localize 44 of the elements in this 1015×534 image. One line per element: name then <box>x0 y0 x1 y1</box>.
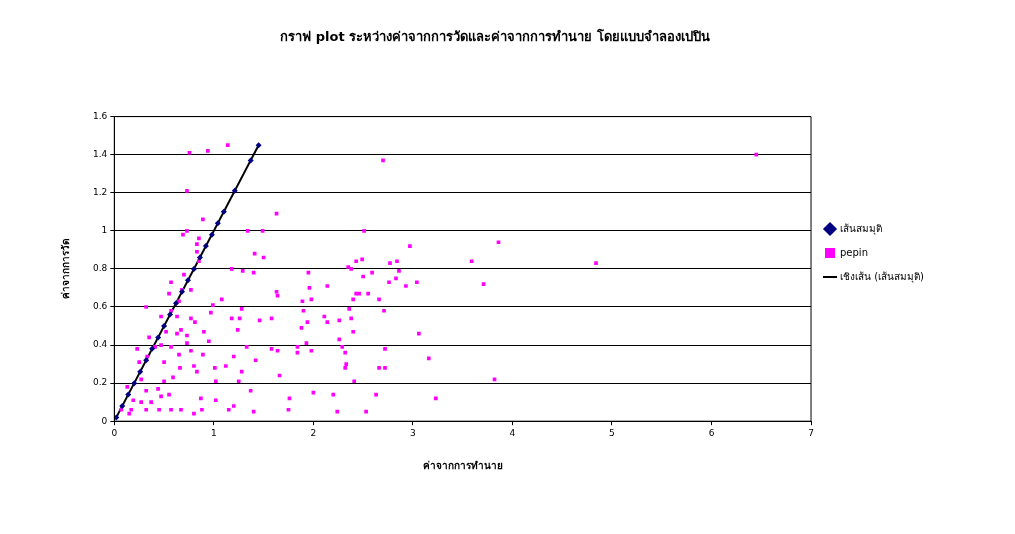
point <box>155 334 162 341</box>
y-tick-label: 1.2 <box>92 187 108 198</box>
point <box>184 277 191 284</box>
point <box>247 157 254 164</box>
legend-label: เชิงเส้น (เส้นสมมุติ) <box>840 270 925 283</box>
point <box>161 323 168 330</box>
point <box>190 265 197 272</box>
point <box>125 391 132 398</box>
x-tick-label: 3 <box>410 427 416 438</box>
point <box>173 300 180 307</box>
y-tick-label: 0.2 <box>92 377 108 388</box>
chart-title: กราฟ plot ระหว่างค่าจากการวัดและค่าจากการทำนาย โดยแบบจำลองเปปิน <box>280 28 710 45</box>
point <box>220 208 227 215</box>
point <box>131 380 138 387</box>
point <box>149 345 156 352</box>
point <box>196 254 203 261</box>
point <box>143 357 150 364</box>
point <box>202 243 209 250</box>
y-tick-label: 0.8 <box>92 263 108 274</box>
y-tick-label: 1.6 <box>92 110 108 121</box>
point <box>167 311 174 318</box>
point <box>114 414 120 421</box>
y-tick-label: 0 <box>101 415 108 426</box>
point <box>231 187 238 194</box>
y-tick-label: 0.6 <box>92 301 108 312</box>
x-tick-label: 6 <box>708 427 715 438</box>
legend-label: เส้นสมมุติ <box>840 222 883 235</box>
y-tick-label: 1 <box>101 225 108 236</box>
x-tick-label: 1 <box>210 427 217 438</box>
point <box>214 220 221 227</box>
y-tick-label: 0.4 <box>92 339 108 350</box>
x-tick-label: 5 <box>609 427 615 438</box>
x-tick-label: 2 <box>310 427 317 438</box>
point <box>208 231 215 238</box>
y-tick-label: 1.4 <box>92 149 108 160</box>
y-axis-title: ค่าจากการวัด <box>59 238 71 299</box>
point <box>255 142 262 149</box>
x-tick-label: 4 <box>509 427 516 438</box>
x-tick-label: 0 <box>111 427 118 438</box>
point <box>137 368 144 375</box>
x-axis-title: ค่าจากการทำนาย <box>422 459 503 471</box>
point <box>119 402 126 409</box>
x-tick-label: 7 <box>808 427 814 438</box>
legend-label: pepin <box>840 246 868 258</box>
